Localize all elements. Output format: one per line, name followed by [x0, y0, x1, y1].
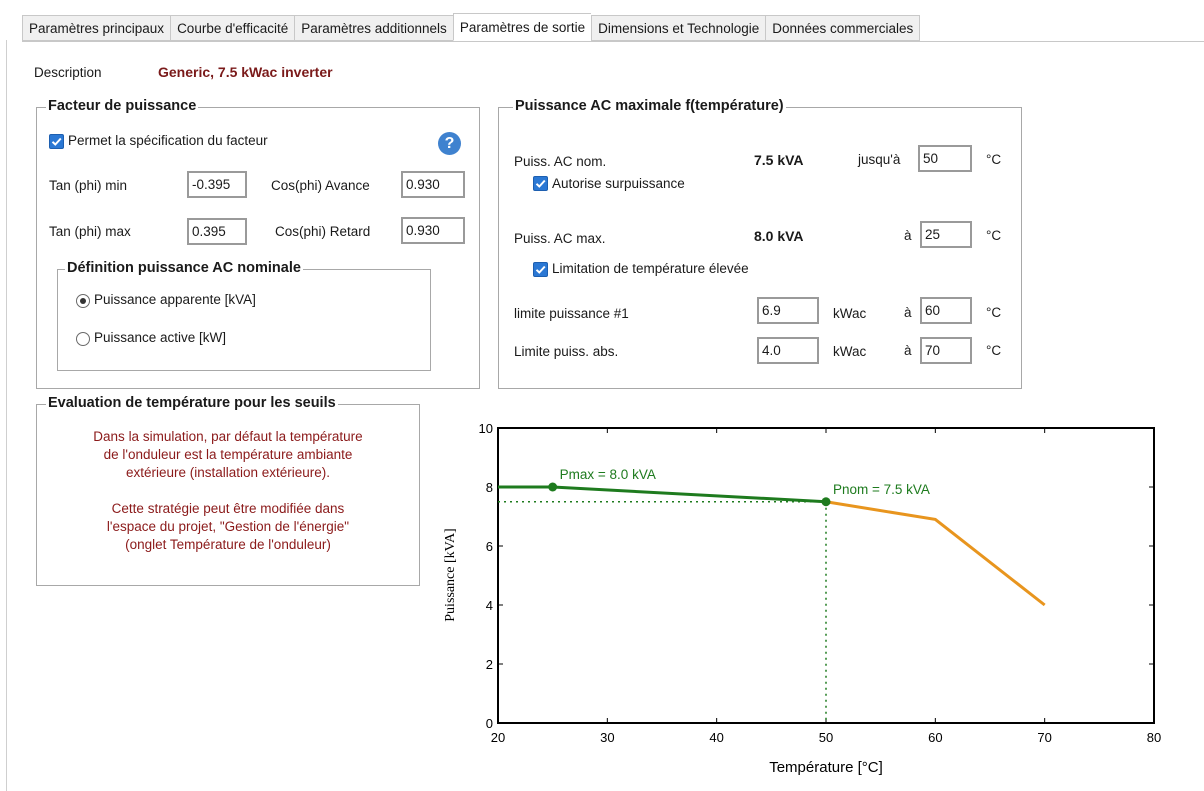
tan-max-input[interactable] — [187, 218, 247, 245]
tab-donnees-commerciales[interactable]: Données commerciales — [765, 15, 921, 41]
puiss-ac-nom-label: Puiss. AC nom. — [514, 154, 607, 169]
evaluation-text-1-line-3: extérieure (installation extérieure). — [125, 465, 331, 480]
description-value: Generic, 7.5 kWac inverter — [158, 64, 333, 80]
tab-underline — [22, 41, 1204, 42]
y-tick-label: 6 — [486, 539, 493, 554]
max-temp-input[interactable] — [920, 221, 972, 248]
limite-abs-unit: kWac — [833, 344, 867, 359]
evaluation-text-2: Cette stratégie peut être modifiée dans … — [36, 500, 420, 554]
facteur-puissance-group: Facteur de puissance — [36, 98, 480, 389]
tab-parametres-principaux[interactable]: Paramètres principaux — [22, 15, 171, 41]
tan-max-label: Tan (phi) max — [49, 224, 131, 239]
definition-puissance-group: Définition puissance AC nominale — [57, 260, 431, 371]
puiss-ac-max-label: Puiss. AC max. — [514, 231, 606, 246]
question-icon[interactable]: ? — [438, 132, 461, 155]
radio-puissance-active-label: Puissance active [kW] — [94, 330, 227, 345]
tan-min-input[interactable] — [187, 171, 247, 198]
surpuissance-label: Autorise surpuissance — [552, 176, 685, 191]
x-tick-label: 50 — [819, 730, 833, 745]
y-tick-label: 10 — [479, 421, 493, 436]
max-temp-unit: °C — [986, 228, 1002, 243]
facteur-puissance-title: Facteur de puissance — [46, 98, 199, 114]
cos-retard-label: Cos(phi) Retard — [275, 224, 371, 239]
evaluation-text-2-line-2: l'espace du projet, "Gestion de l'énergi… — [106, 519, 350, 534]
y-tick-label: 4 — [486, 598, 493, 613]
radio-puissance-active[interactable] — [76, 332, 90, 346]
evaluation-text-1: Dans la simulation, par défaut la tempér… — [36, 428, 420, 482]
x-tick-label: 60 — [928, 730, 942, 745]
series-line-1 — [825, 500, 1046, 607]
nom-temp-input[interactable] — [918, 145, 972, 172]
puissance-ac-max-title: Puissance AC maximale f(température) — [513, 98, 786, 114]
tab-dimensions-technologie[interactable]: Dimensions et Technologie — [591, 15, 766, 41]
tab-courbe-efficacite[interactable]: Courbe d'efficacité — [170, 15, 295, 41]
radio-puissance-apparente[interactable] — [76, 294, 90, 308]
marker-point-0 — [548, 482, 558, 492]
cos-retard-input[interactable] — [401, 217, 465, 244]
jusqua-label: jusqu'à — [858, 152, 901, 167]
evaluation-text-2-line-3: (onglet Température de l'onduleur) — [125, 537, 331, 552]
tan-min-label: Tan (phi) min — [49, 178, 128, 193]
tab-parametres-sortie[interactable]: Paramètres de sortie — [452, 13, 592, 41]
panel-left-border — [6, 40, 7, 791]
x-tick-label: 80 — [1147, 730, 1161, 745]
limite-abs-temp-unit: °C — [986, 343, 1002, 358]
limite-abs-a-label: à — [904, 343, 912, 358]
marker-label-1: Pnom = 7.5 kVA — [833, 482, 930, 497]
limitation-label: Limitation de température élevée — [552, 261, 749, 276]
marker-label-0: Pmax = 8.0 kVA — [560, 467, 656, 482]
y-tick-label: 2 — [486, 657, 493, 672]
puiss-ac-max-value: 8.0 kVA — [754, 228, 804, 244]
limitation-checkbox[interactable] — [533, 262, 548, 277]
limite1-input[interactable] — [757, 297, 819, 324]
x-tick-label: 40 — [709, 730, 723, 745]
nom-temp-unit: °C — [986, 152, 1002, 167]
check-icon — [51, 137, 62, 146]
permet-facteur-label: Permet la spécification du facteur — [68, 133, 268, 148]
max-a-label: à — [904, 228, 912, 243]
marker-point-1 — [821, 497, 831, 507]
tab-parametres-additionnels[interactable]: Paramètres additionnels — [294, 15, 453, 41]
permet-facteur-checkbox[interactable] — [49, 134, 64, 149]
limite-abs-temp-input[interactable] — [920, 337, 972, 364]
limite1-label: limite puissance #1 — [514, 306, 629, 321]
evaluation-text-2-line-1: Cette stratégie peut être modifiée dans — [111, 501, 345, 516]
cos-avance-label: Cos(phi) Avance — [271, 178, 370, 193]
y-tick-label: 8 — [486, 480, 493, 495]
cos-avance-input[interactable] — [401, 171, 465, 198]
surpuissance-checkbox[interactable] — [533, 176, 548, 191]
limite1-unit: kWac — [833, 306, 867, 321]
description-label: Description — [34, 65, 102, 80]
definition-puissance-title: Définition puissance AC nominale — [65, 260, 303, 276]
check-icon — [535, 179, 546, 188]
y-tick-label: 0 — [486, 716, 493, 731]
y-axis-label: Puissance [kVA] — [443, 528, 458, 621]
limite1-temp-input[interactable] — [920, 297, 972, 324]
limite-abs-input[interactable] — [757, 337, 819, 364]
limite-abs-label: Limite puiss. abs. — [514, 344, 619, 359]
limite1-temp-unit: °C — [986, 305, 1002, 320]
temperature-power-chart: 20 30 40 50 60 70 80 0 2 4 6 8 10 Pmax = 8.0 kVA Pnom… — [443, 421, 1161, 776]
evaluation-text-1-line-1: Dans la simulation, par défaut la tempér… — [93, 429, 363, 444]
x-tick-label: 70 — [1037, 730, 1051, 745]
puiss-ac-nom-value: 7.5 kVA — [754, 152, 804, 168]
tab-bar: Paramètres principaux Courbe d'efficacit… — [22, 13, 921, 42]
check-icon — [535, 265, 546, 274]
puissance-ac-max-group: Puissance AC maximale f(température) — [498, 98, 1022, 389]
evaluation-group: Evaluation de température pour les seuil… — [36, 395, 420, 586]
x-tick-label: 30 — [600, 730, 614, 745]
evaluation-text-1-line-2: de l'onduleur est la température ambiant… — [103, 447, 353, 462]
evaluation-title: Evaluation de température pour les seuil… — [46, 395, 338, 411]
x-tick-label: 20 — [491, 730, 505, 745]
x-axis-label: Température [°C] — [769, 759, 883, 776]
radio-puissance-apparente-label: Puissance apparente [kVA] — [94, 292, 256, 307]
limite1-a-label: à — [904, 305, 912, 320]
